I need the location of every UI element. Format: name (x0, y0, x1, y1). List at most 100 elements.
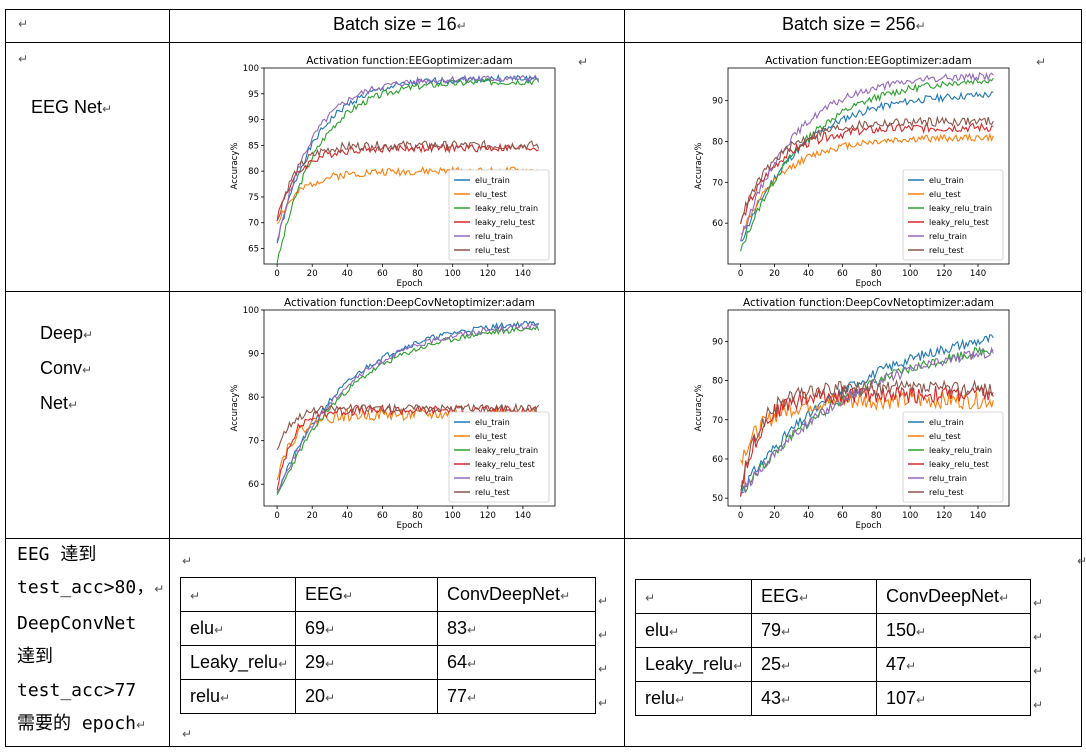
legend-label: leaky_relu_test (475, 460, 535, 469)
series-line-leaky_relu_train (740, 345, 994, 497)
paragraph-mark: ↵ (456, 19, 467, 33)
legend-label: relu_train (475, 474, 513, 483)
y-tick-label: 90 (712, 337, 723, 347)
table-cell: Leaky_relu↵ (635, 647, 752, 682)
legend-label: elu_test (929, 432, 961, 441)
table-header-cell: ConvDeepNet↵ (876, 579, 1031, 614)
table-header-cell: EEG↵ (295, 577, 438, 612)
paragraph-mark: ↵ (915, 19, 926, 33)
table-cell: elu↵ (635, 613, 752, 648)
series-line-leaky_relu_train (276, 77, 540, 265)
eegnet-batch256-chart: Activation function:EEGoptimizer:adam 60 7… (694, 55, 1010, 289)
chart-title: Activation function:DeepCovNetoptimizer:… (743, 297, 994, 309)
summary-line: EEG 達到 (17, 544, 97, 565)
paragraph-mark: ↵ (598, 594, 609, 608)
x-tick-label: 0 (738, 269, 743, 279)
column-header-text: Batch size = 16 (333, 14, 457, 34)
y-axis-label: Accuracy% (230, 143, 240, 190)
legend-label: relu_train (475, 232, 513, 241)
series-line-relu_train (276, 74, 540, 241)
table-cell: 79↵ (751, 613, 877, 648)
table-row: Leaky_relu↵ 29↵ 64↵ (180, 645, 596, 680)
y-tick-label: 60 (712, 455, 723, 465)
y-tick-label: 70 (712, 416, 723, 426)
row-label-line: Deep↵ (40, 323, 94, 343)
y-tick-label: 70 (712, 178, 723, 188)
y-tick-label: 90 (248, 116, 259, 126)
series-line-elu_test (740, 390, 994, 466)
series-line-leaky_relu_test (276, 141, 539, 222)
series-line-relu_test (740, 115, 994, 223)
series-line-elu_test (740, 132, 994, 236)
x-tick-label: 20 (307, 511, 318, 521)
table-cell: elu↵ (180, 611, 296, 646)
x-tick-label: 0 (738, 511, 743, 521)
table-header-row: ↵ EEG↵ ConvDeepNet↵ (635, 579, 1031, 614)
summary-line: 達到 (17, 646, 53, 668)
series-line-relu_train (740, 71, 994, 242)
grid-line (5, 746, 1082, 747)
y-tick-label: 70 (248, 437, 259, 447)
legend-label: elu_train (929, 418, 964, 427)
x-tick-label: 100 (902, 269, 918, 279)
x-axis-label: Epoch (396, 279, 422, 289)
paragraph-mark: ↵ (578, 55, 589, 69)
table-row: elu↵ 69↵ 83↵ (180, 611, 596, 646)
legend-label: leaky_relu_test (929, 460, 989, 469)
series-line-elu_train (740, 334, 994, 492)
grid-line (5, 291, 1082, 292)
epoch-table-batch16: ↵ EEG↵ ConvDeepNet↵ elu↵ 69↵ 83↵ Leaky_r… (180, 577, 596, 714)
legend-label: leaky_relu_train (929, 204, 992, 213)
table-row: elu↵ 79↵ 150↵ (635, 613, 1031, 648)
legend-label: elu_train (929, 176, 964, 185)
grid-line (169, 9, 170, 747)
table-cell: 150↵ (876, 613, 1031, 648)
grid-line (1081, 9, 1082, 747)
paragraph-mark: ↵ (1077, 554, 1086, 568)
x-axis-label: Epoch (396, 521, 422, 531)
table-cell: relu↵ (180, 679, 296, 714)
legend-label: relu_test (929, 246, 964, 255)
table-header-cell: ↵ (635, 579, 752, 614)
x-tick-label: 40 (342, 511, 353, 521)
table-cell: 43↵ (751, 681, 877, 716)
y-tick-label: 50 (712, 494, 723, 504)
row-label-line: Conv↵ (40, 358, 93, 378)
table-cell: 25↵ (751, 647, 877, 682)
legend-label: relu_test (475, 488, 510, 497)
x-tick-label: 140 (970, 269, 986, 279)
table-header-row: ↵ EEG↵ ConvDeepNet↵ (180, 577, 596, 612)
grid-line (5, 9, 6, 747)
x-tick-label: 100 (445, 269, 461, 279)
y-tick-label: 60 (248, 480, 259, 490)
x-tick-label: 40 (803, 511, 814, 521)
y-tick-label: 80 (712, 138, 723, 148)
legend-label: leaky_relu_train (475, 204, 538, 213)
table-header-cell: EEG↵ (751, 579, 877, 614)
y-tick-label: 80 (248, 167, 259, 177)
row-label-eegnet: EEG Net↵ (31, 97, 112, 118)
grid-line (5, 42, 1082, 43)
grid-line (5, 9, 1082, 10)
paragraph-mark: ↵ (1033, 664, 1044, 678)
x-tick-label: 80 (412, 511, 423, 521)
paragraph-mark: ↵ (598, 662, 609, 676)
x-tick-label: 40 (803, 269, 814, 279)
series-line-leaky_relu_train (276, 324, 540, 496)
legend-label: elu_test (475, 432, 507, 441)
x-axis-label: Epoch (855, 279, 881, 289)
column-header-text: Batch size = 256 (782, 14, 916, 34)
x-tick-label: 140 (970, 511, 986, 521)
column-header-batch256: Batch size = 256↵ (782, 14, 926, 35)
y-tick-label: 95 (248, 90, 259, 100)
y-tick-label: 80 (712, 377, 723, 387)
y-tick-label: 80 (248, 393, 259, 403)
legend-label: leaky_relu_test (929, 218, 989, 227)
x-tick-label: 60 (377, 269, 388, 279)
paragraph-mark: ↵ (1033, 698, 1044, 712)
x-axis-label: Epoch (855, 521, 881, 531)
paragraph-mark: ↵ (1033, 596, 1044, 610)
table-header-cell: ↵ (180, 577, 296, 612)
y-tick-label: 85 (248, 141, 259, 151)
summary-line: DeepConvNet (17, 612, 137, 634)
